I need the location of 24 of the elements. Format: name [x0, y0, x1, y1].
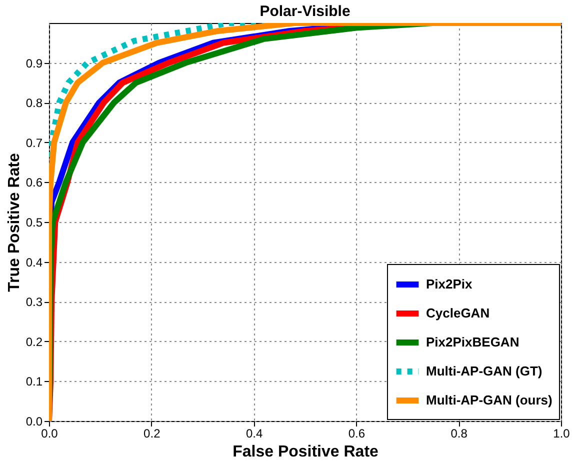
- x-tick-label: 0.6: [348, 426, 366, 440]
- legend-label: Pix2PixBEGAN: [426, 334, 520, 350]
- x-tick-label: 1.0: [553, 426, 570, 440]
- y-tick-label: 0.0: [26, 414, 43, 428]
- y-tick-label: 0.4: [26, 255, 43, 270]
- legend-label: CycleGAN: [426, 306, 490, 320]
- y-tick-label: 0.5: [26, 216, 43, 230]
- y-axis-title: True Positive Rate: [6, 153, 23, 292]
- y-tick-label: 0.3: [26, 295, 43, 310]
- x-axis-title: False Positive Rate: [232, 444, 379, 460]
- legend-label: Pix2Pix: [426, 276, 474, 292]
- x-tick-label: 0.2: [144, 426, 161, 440]
- chart-title: Polar-Visible: [260, 3, 350, 20]
- legend-label: Multi-AP-GAN (ours): [426, 392, 552, 408]
- y-tick-label: 0.1: [26, 374, 43, 389]
- x-tick-label: 0.0: [41, 426, 58, 440]
- y-tick-label: 0.6: [26, 176, 43, 190]
- legend-label: Multi-AP-GAN (GT): [426, 364, 542, 378]
- y-tick-label: 0.7: [26, 136, 43, 150]
- y-tick-label: 0.2: [26, 334, 43, 349]
- x-tick-label: 0.8: [450, 426, 468, 440]
- y-tick-label: 0.9: [26, 56, 43, 70]
- y-tick-label: 0.8: [26, 96, 43, 110]
- x-tick-label: 0.4: [246, 426, 263, 440]
